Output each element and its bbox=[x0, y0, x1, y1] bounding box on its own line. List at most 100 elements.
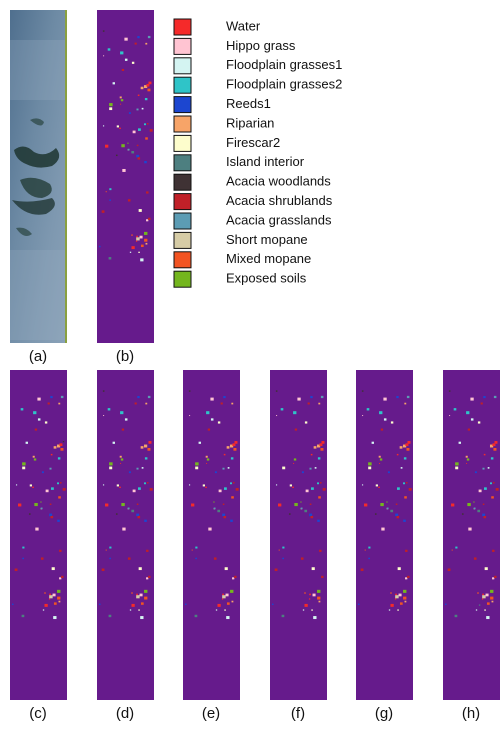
class-pixel bbox=[144, 123, 146, 125]
class-pixel bbox=[109, 103, 112, 106]
class-pixel bbox=[319, 443, 322, 446]
class-pixel bbox=[216, 609, 217, 610]
class-pixel bbox=[136, 109, 138, 111]
class-pixel bbox=[315, 467, 317, 469]
class-pixel bbox=[140, 594, 143, 597]
class-pixel bbox=[136, 241, 137, 242]
class-pixel bbox=[106, 550, 107, 551]
class-pixel bbox=[467, 503, 470, 506]
class-pixel bbox=[148, 441, 151, 444]
class-pixel bbox=[109, 188, 111, 190]
class-pixel bbox=[185, 604, 187, 605]
class-pixel bbox=[135, 403, 137, 405]
class-pixel bbox=[321, 441, 324, 444]
class-pixel bbox=[128, 557, 131, 559]
class-pixel bbox=[310, 504, 312, 505]
class-pixel bbox=[321, 576, 323, 578]
class-pixel bbox=[224, 487, 227, 490]
satellite-image bbox=[10, 10, 67, 343]
class-pixel bbox=[466, 456, 468, 458]
figure: WaterHippo grassFloodplain grasses1Flood… bbox=[0, 0, 500, 727]
class-pixel bbox=[127, 143, 128, 144]
legend-label: Floodplain grasses1 bbox=[226, 57, 342, 72]
class-pixel bbox=[138, 95, 140, 96]
class-pixel bbox=[294, 503, 297, 506]
class-pixel bbox=[484, 609, 485, 610]
class-pixel bbox=[455, 462, 458, 465]
class-pixel bbox=[395, 598, 396, 599]
class-pixel bbox=[33, 456, 35, 458]
class-pixel bbox=[144, 161, 147, 163]
class-pixel bbox=[147, 89, 150, 92]
class-pixel bbox=[487, 602, 490, 604]
class-pixel bbox=[478, 421, 480, 423]
class-pixel bbox=[141, 87, 144, 89]
class-pixel bbox=[311, 609, 312, 610]
class-pixel bbox=[122, 429, 124, 431]
class-pixel bbox=[206, 456, 208, 458]
class-pixel bbox=[44, 604, 47, 607]
class-pixel bbox=[379, 456, 381, 458]
class-pixel bbox=[205, 487, 207, 488]
class-pixel bbox=[405, 550, 407, 552]
class-pixel bbox=[131, 592, 132, 593]
class-pixel bbox=[219, 490, 222, 493]
class-pixel bbox=[103, 415, 104, 416]
class-pixel bbox=[405, 443, 408, 446]
class-pixel bbox=[144, 597, 147, 600]
class-pixel bbox=[484, 487, 487, 490]
class-pixel bbox=[116, 155, 118, 156]
class-pixel bbox=[50, 396, 52, 398]
class-pixel bbox=[22, 547, 24, 549]
class-pixel bbox=[391, 421, 393, 423]
class-pixel bbox=[362, 390, 364, 391]
legend-swatch bbox=[174, 252, 191, 268]
class-pixel bbox=[276, 484, 277, 485]
legend-swatch bbox=[174, 232, 191, 248]
class-pixel bbox=[22, 467, 25, 470]
class-pixel bbox=[484, 516, 487, 518]
class-pixel bbox=[146, 550, 148, 552]
class-pixel bbox=[103, 30, 105, 31]
class-pixel bbox=[228, 467, 230, 469]
class-pixel bbox=[451, 504, 454, 507]
class-pixel bbox=[125, 418, 128, 420]
class-pixel bbox=[276, 415, 277, 416]
class-pixel bbox=[105, 145, 108, 148]
class-pixel bbox=[233, 448, 236, 451]
class-pixel bbox=[132, 62, 134, 64]
class-pixel bbox=[230, 482, 232, 484]
class-pixel bbox=[15, 569, 18, 572]
class-pixel bbox=[449, 415, 450, 416]
class-pixel bbox=[141, 446, 144, 448]
class-pixel bbox=[133, 131, 136, 134]
class-pixel bbox=[57, 597, 60, 600]
class-pixel bbox=[145, 457, 148, 459]
class-pixel bbox=[479, 490, 482, 493]
class-pixel bbox=[290, 484, 292, 486]
class-pixel bbox=[301, 557, 304, 559]
class-pixel bbox=[400, 446, 403, 448]
class-pixel bbox=[138, 609, 139, 610]
class-pixel bbox=[144, 232, 147, 235]
class-pixel bbox=[147, 123, 149, 124]
class-pixel bbox=[468, 429, 470, 431]
class-pixel bbox=[203, 484, 205, 486]
class-pixel bbox=[477, 510, 480, 512]
class-pixel bbox=[395, 595, 398, 598]
class-pixel bbox=[362, 415, 363, 416]
class-pixel bbox=[145, 137, 148, 139]
class-pixel bbox=[109, 199, 111, 200]
class-pixel bbox=[490, 482, 492, 484]
class-pixel bbox=[455, 615, 458, 617]
class-pixel bbox=[486, 594, 489, 597]
class-pixel bbox=[59, 443, 62, 446]
legend-swatch bbox=[174, 271, 191, 287]
class-pixel bbox=[398, 567, 401, 570]
class-pixel bbox=[189, 415, 190, 416]
class-pixel bbox=[297, 398, 300, 401]
class-pixel bbox=[131, 151, 134, 153]
legend-swatch bbox=[174, 135, 191, 151]
class-pixel bbox=[232, 443, 235, 446]
class-pixel bbox=[22, 462, 25, 465]
